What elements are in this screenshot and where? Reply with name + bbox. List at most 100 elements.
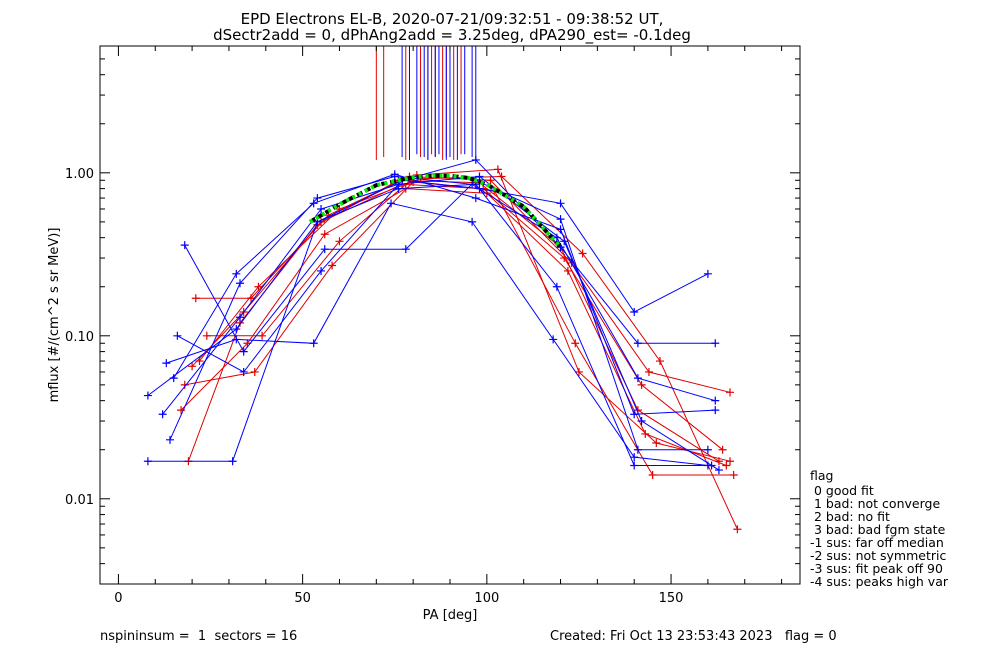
data-point-red bbox=[250, 367, 259, 376]
data-point-blue bbox=[549, 335, 558, 344]
data-point-blue bbox=[552, 282, 561, 291]
data-point-red bbox=[328, 261, 337, 270]
data-point-blue bbox=[633, 339, 642, 348]
x-axis-ticks: 0 50 100 150 bbox=[114, 46, 783, 606]
flag-legend-item: -2 sus: not symmetric bbox=[810, 548, 946, 563]
chart-title-line2: dSectr2add = 0, dPhAng2add = 3.25deg, dP… bbox=[213, 26, 691, 45]
data-point-red bbox=[729, 470, 738, 479]
data-point-blue bbox=[637, 417, 646, 426]
data-point-blue bbox=[320, 245, 329, 254]
data-point-red bbox=[563, 266, 572, 275]
data-point-blue bbox=[239, 347, 248, 356]
footer-created: Created: Fri Oct 13 23:53:43 2023 flag =… bbox=[550, 629, 837, 644]
data-point-red bbox=[195, 357, 204, 366]
data-point-blue bbox=[143, 391, 152, 400]
flag-legend-item: -1 sus: far off median bbox=[810, 535, 944, 550]
data-point-blue bbox=[387, 199, 396, 208]
data-point-blue bbox=[232, 335, 241, 344]
data-point-red bbox=[656, 357, 664, 366]
data-point-blue bbox=[630, 307, 639, 316]
data-point-red bbox=[722, 461, 731, 470]
series-line-red bbox=[180, 188, 727, 466]
series-line-red bbox=[184, 181, 734, 476]
data-point-blue bbox=[711, 339, 720, 348]
series-line-blue bbox=[162, 175, 720, 471]
series-line-red bbox=[195, 175, 731, 393]
data-point-red bbox=[258, 331, 267, 340]
data-point-red bbox=[578, 249, 587, 258]
plot-data-layer bbox=[143, 46, 742, 534]
flag-legend: flag 0 good fit 1 bad: not converge 2 ba… bbox=[810, 468, 949, 589]
data-point-blue bbox=[630, 410, 639, 419]
y-tick-label: 0.10 bbox=[65, 330, 94, 345]
data-point-blue bbox=[169, 374, 178, 383]
data-point-blue bbox=[180, 241, 189, 250]
data-point-blue bbox=[317, 266, 326, 275]
data-point-red bbox=[637, 380, 646, 389]
data-point-red bbox=[254, 282, 263, 291]
data-point-red bbox=[718, 445, 727, 454]
x-tick-label: 50 bbox=[294, 591, 311, 606]
series-line-blue bbox=[177, 179, 709, 373]
data-point-blue bbox=[173, 331, 182, 340]
data-point-blue bbox=[313, 194, 322, 203]
flag-legend-item: 3 bad: bad fgm state bbox=[810, 522, 946, 537]
data-point-blue bbox=[630, 453, 639, 462]
data-point-blue bbox=[711, 396, 720, 405]
data-point-blue bbox=[158, 410, 167, 419]
data-point-blue bbox=[239, 367, 248, 376]
data-point-red bbox=[191, 294, 200, 303]
data-point-blue bbox=[228, 457, 237, 466]
data-point-red bbox=[641, 429, 650, 438]
data-point-blue bbox=[714, 466, 723, 475]
data-point-red bbox=[644, 367, 653, 376]
data-point-blue bbox=[143, 457, 152, 466]
data-point-red bbox=[202, 331, 211, 340]
y-axis-ticks: 0.01 0.10 1.00 bbox=[65, 45, 800, 585]
data-point-blue bbox=[162, 359, 171, 368]
x-tick-label: 0 bbox=[114, 591, 122, 606]
data-point-red bbox=[726, 388, 734, 397]
data-point-red bbox=[648, 470, 657, 479]
series-line-blue bbox=[147, 183, 712, 466]
y-tick-label: 0.01 bbox=[65, 493, 94, 508]
data-point-blue bbox=[711, 406, 720, 415]
data-point-blue bbox=[703, 269, 712, 278]
series-line-blue bbox=[166, 202, 708, 466]
flag-legend-item: -4 sus: peaks high var bbox=[810, 574, 949, 589]
x-tick-label: 150 bbox=[659, 591, 684, 606]
data-point-blue bbox=[468, 217, 477, 226]
data-point-red bbox=[335, 204, 344, 213]
flag-legend-item: 1 bad: not converge bbox=[810, 496, 940, 511]
data-point-blue bbox=[703, 461, 712, 470]
data-point-blue bbox=[236, 279, 244, 288]
flag-legend-item: 2 bad: no fit bbox=[810, 509, 890, 524]
flag-legend-title: flag bbox=[810, 468, 833, 483]
data-point-blue bbox=[630, 461, 639, 470]
data-point-blue bbox=[471, 155, 480, 164]
data-point-blue bbox=[556, 225, 565, 234]
y-axis-label: mflux [#/(cm^2 s sr MeV)] bbox=[47, 228, 62, 403]
series-line-blue bbox=[169, 175, 716, 441]
flag-legend-item: 0 good fit bbox=[810, 483, 874, 498]
y-tick-label: 1.00 bbox=[65, 167, 94, 182]
data-point-blue bbox=[556, 199, 565, 208]
series-line-blue bbox=[147, 159, 716, 396]
data-point-red bbox=[726, 457, 734, 466]
fit-curve-layer bbox=[308, 173, 562, 249]
flag-legend-item: -3 sus: fit peak off 90 bbox=[810, 561, 943, 576]
data-point-red bbox=[335, 237, 344, 246]
data-point-blue bbox=[236, 313, 244, 322]
data-point-blue bbox=[633, 374, 642, 383]
data-point-red bbox=[571, 339, 580, 348]
data-point-blue bbox=[703, 445, 712, 454]
data-point-blue bbox=[309, 199, 318, 208]
data-point-blue bbox=[232, 325, 241, 334]
data-point-blue bbox=[401, 245, 410, 254]
data-point-blue bbox=[556, 215, 565, 224]
data-point-blue bbox=[390, 170, 399, 179]
data-point-red bbox=[188, 362, 197, 371]
data-point-blue bbox=[633, 445, 642, 454]
fit-curve-green bbox=[308, 173, 562, 249]
